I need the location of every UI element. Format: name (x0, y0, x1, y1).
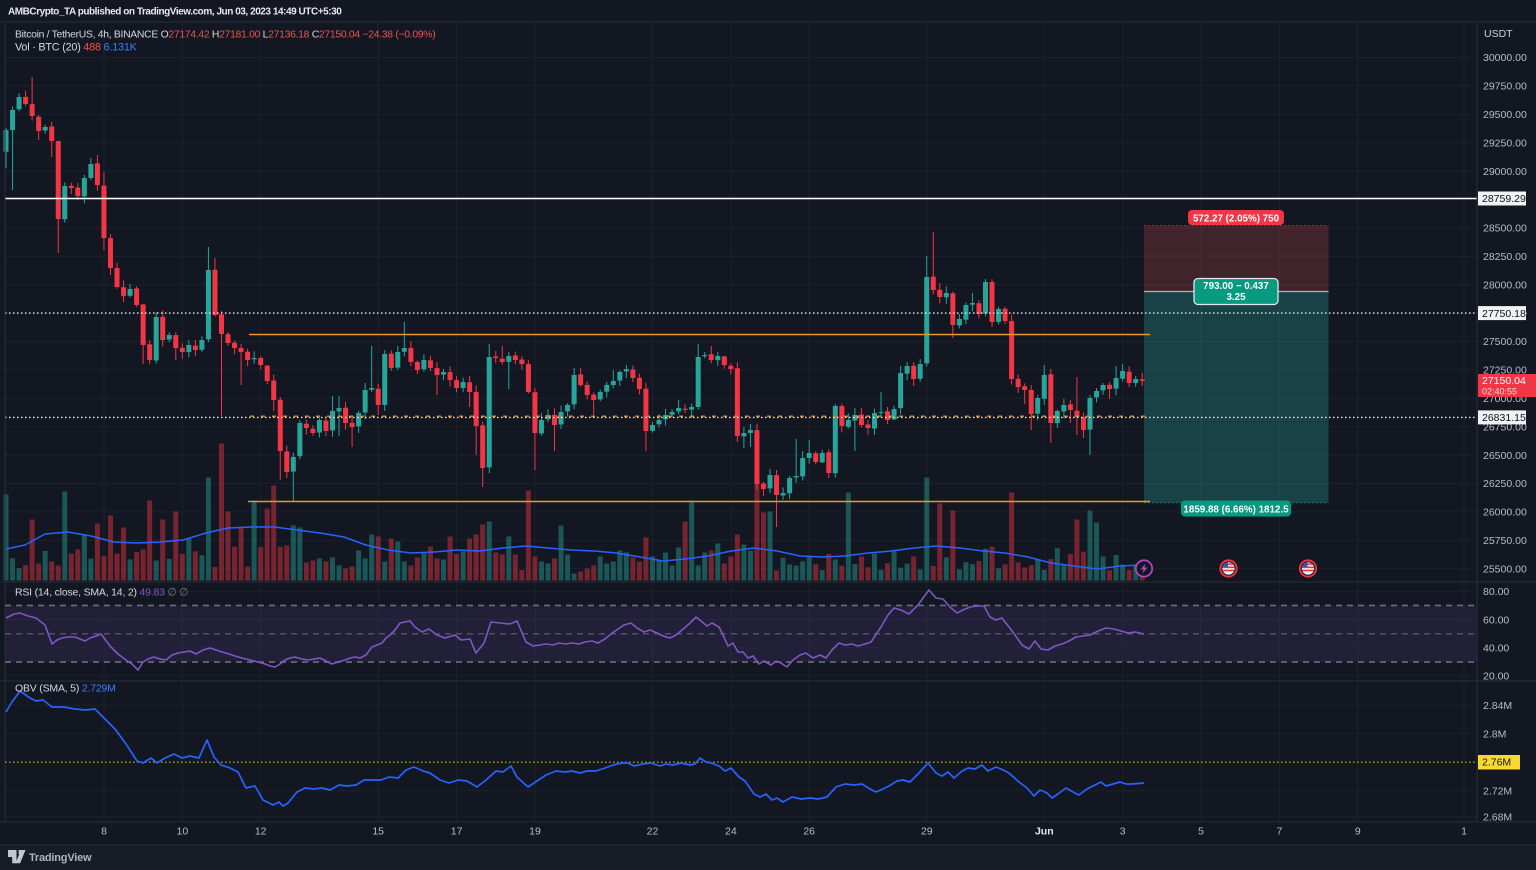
svg-text:12: 12 (255, 826, 267, 838)
svg-text:3.25: 3.25 (1226, 292, 1246, 303)
svg-text:27150.04: 27150.04 (1482, 375, 1526, 387)
svg-text:RSI (14, close, SMA, 14, 2) 49: RSI (14, close, SMA, 14, 2) 49.83 ∅ ∅ (15, 587, 188, 599)
svg-text:USDT: USDT (1484, 28, 1513, 40)
svg-text:29: 29 (921, 826, 933, 838)
svg-text:28250.00: 28250.00 (1483, 251, 1527, 263)
svg-text:26250.00: 26250.00 (1483, 478, 1527, 490)
svg-text:28000.00: 28000.00 (1483, 279, 1527, 291)
svg-text:29500.00: 29500.00 (1483, 109, 1527, 121)
svg-text:25500.00: 25500.00 (1483, 563, 1527, 575)
svg-text:29000.00: 29000.00 (1483, 166, 1527, 178)
svg-text:29250.00: 29250.00 (1483, 137, 1527, 149)
svg-text:60.00: 60.00 (1483, 615, 1509, 627)
svg-text:26831.15: 26831.15 (1482, 412, 1526, 424)
svg-text:Bitcoin / TetherUS, 4h, BINANC: Bitcoin / TetherUS, 4h, BINANCE O27174.4… (15, 30, 435, 41)
svg-text:2.84M: 2.84M (1483, 700, 1512, 712)
svg-text:7: 7 (1276, 826, 1282, 838)
svg-text:29750.00: 29750.00 (1483, 81, 1527, 93)
svg-text:28500.00: 28500.00 (1483, 223, 1527, 235)
svg-text:1: 1 (1461, 826, 1467, 838)
svg-text:28759.29: 28759.29 (1482, 193, 1526, 205)
svg-text:572.27 (2.05%) 750: 572.27 (2.05%) 750 (1193, 213, 1280, 224)
svg-text:10: 10 (177, 826, 189, 838)
svg-text:2.8M: 2.8M (1483, 728, 1506, 740)
svg-text:1859.88 (6.66%) 1812.5: 1859.88 (6.66%) 1812.5 (1183, 504, 1289, 515)
svg-text:24: 24 (725, 826, 737, 838)
svg-text:27750.18: 27750.18 (1482, 308, 1526, 320)
svg-text:3: 3 (1120, 826, 1126, 838)
svg-text:2.76M: 2.76M (1482, 757, 1511, 769)
svg-text:AMBCrypto_TA published on Trad: AMBCrypto_TA published on TradingView.co… (8, 7, 342, 18)
svg-text:793.00 − 0.437: 793.00 − 0.437 (1203, 281, 1269, 292)
svg-text:17: 17 (451, 826, 463, 838)
svg-text:22: 22 (647, 826, 659, 838)
svg-text:26500.00: 26500.00 (1483, 450, 1527, 462)
svg-text:40.00: 40.00 (1483, 643, 1509, 655)
svg-text:80.00: 80.00 (1483, 586, 1509, 598)
svg-text:2.68M: 2.68M (1483, 812, 1512, 824)
svg-text:8: 8 (101, 826, 107, 838)
svg-text:27250.00: 27250.00 (1483, 365, 1527, 377)
svg-text:30000.00: 30000.00 (1483, 52, 1527, 64)
svg-text:5: 5 (1198, 826, 1204, 838)
svg-text:26: 26 (803, 826, 815, 838)
svg-text:9: 9 (1355, 826, 1361, 838)
svg-text:02:40:55: 02:40:55 (1482, 387, 1517, 397)
svg-text:OBV (SMA, 5) 2.729M: OBV (SMA, 5) 2.729M (15, 683, 116, 695)
svg-text:27500.00: 27500.00 (1483, 336, 1527, 348)
svg-text:19: 19 (529, 826, 541, 838)
svg-text:2.72M: 2.72M (1483, 785, 1512, 797)
svg-text:Jun: Jun (1035, 826, 1054, 838)
svg-text:26000.00: 26000.00 (1483, 507, 1527, 519)
svg-text:TradingView: TradingView (29, 852, 92, 864)
svg-text:15: 15 (372, 826, 384, 838)
svg-text:25750.00: 25750.00 (1483, 535, 1527, 547)
svg-text:20.00: 20.00 (1483, 670, 1509, 682)
svg-text:Vol · BTC (20) 488 6.131K: Vol · BTC (20) 488 6.131K (15, 42, 138, 54)
